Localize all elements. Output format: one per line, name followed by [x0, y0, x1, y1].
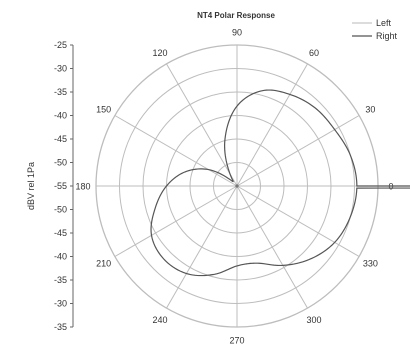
angle-label-60: 60	[309, 48, 319, 58]
angle-label-90: 90	[232, 28, 242, 38]
radius-tick-label: -50	[54, 205, 67, 215]
radius-tick-label: -30	[54, 64, 67, 74]
angle-label-330: 330	[363, 259, 378, 269]
grid-spoke	[237, 116, 359, 187]
legend-label-left: Left	[376, 18, 392, 28]
y-axis-label: dBV rel 1Pa	[26, 162, 36, 210]
radius-axis: -25 -30 -35 -40 -45 -50 -55 -50 -45 -40 -35 -30 -35	[54, 40, 73, 332]
angle-label-300: 300	[306, 315, 321, 325]
grid-spoke	[167, 186, 238, 308]
grid-spoke	[167, 64, 238, 186]
grid-spoke	[237, 64, 308, 186]
radius-tick-label: -50	[54, 158, 67, 168]
radius-tick-label: -35	[54, 322, 67, 332]
grid-spoke	[115, 116, 237, 187]
legend: Left Right	[352, 18, 398, 41]
chart-title: NT4 Polar Response	[197, 11, 275, 20]
legend-label-right: Right	[376, 31, 398, 41]
angle-label-120: 120	[152, 48, 167, 58]
grid-spoke	[115, 186, 237, 257]
radius-tick-label: -45	[54, 134, 67, 144]
grid-spoke	[237, 186, 359, 257]
grid-spoke	[237, 186, 308, 308]
center-dot	[235, 184, 238, 187]
radius-tick-label: -30	[54, 299, 67, 309]
radius-tick-label: -40	[54, 111, 67, 121]
radius-tick-label: -25	[54, 40, 67, 50]
radius-tick-label: -35	[54, 275, 67, 285]
angle-label-30: 30	[365, 105, 375, 115]
angle-label-240: 240	[152, 315, 167, 325]
radius-tick-label: -45	[54, 228, 67, 238]
angle-label-150: 150	[96, 105, 111, 115]
angle-label-180: 180	[75, 182, 90, 192]
angle-label-210: 210	[96, 259, 111, 269]
radius-tick-label: -55	[54, 181, 67, 191]
radius-tick-label: -35	[54, 87, 67, 97]
radius-tick-label: -40	[54, 252, 67, 262]
angle-label-270: 270	[229, 336, 244, 344]
